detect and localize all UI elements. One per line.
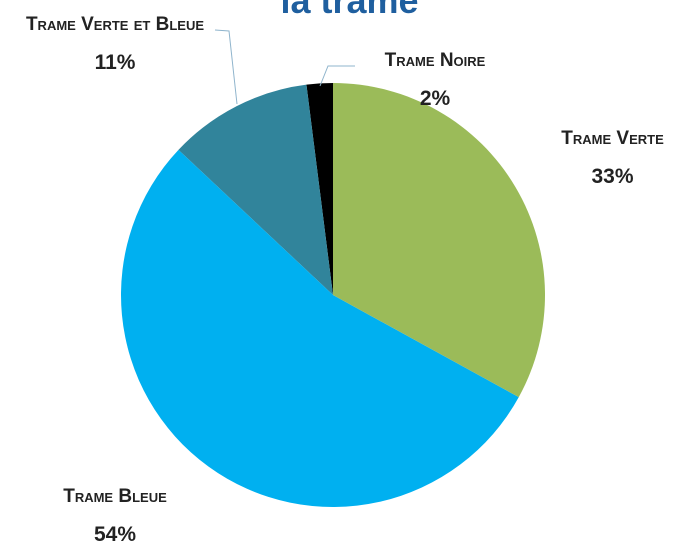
category-label: Trame Verte (561, 128, 664, 149)
pie-slice (306, 83, 333, 295)
slice-label: Trame Verte et Bleue 11% (10, 6, 220, 82)
value-label: 2% (419, 87, 451, 110)
value-label: 33% (591, 165, 634, 188)
pie-slice (121, 149, 519, 507)
slice-label: Trame Noire 2% (345, 42, 525, 118)
leader-line (319, 65, 355, 87)
category-label: Trame Noire (384, 50, 486, 71)
slice-label: Trame Bleue 54% (20, 478, 210, 550)
category-label: Trame Bleue (63, 486, 167, 507)
slice-label: Trame Verte 33% (525, 120, 699, 196)
leader-line (214, 29, 238, 105)
value-label: 54% (93, 523, 137, 546)
pie-slice (333, 83, 546, 398)
value-label: 11% (94, 51, 136, 74)
chart-title: la trame (280, 0, 419, 21)
category-label: Trame Verte et Bleue (25, 14, 205, 35)
pie-slice (178, 84, 333, 295)
